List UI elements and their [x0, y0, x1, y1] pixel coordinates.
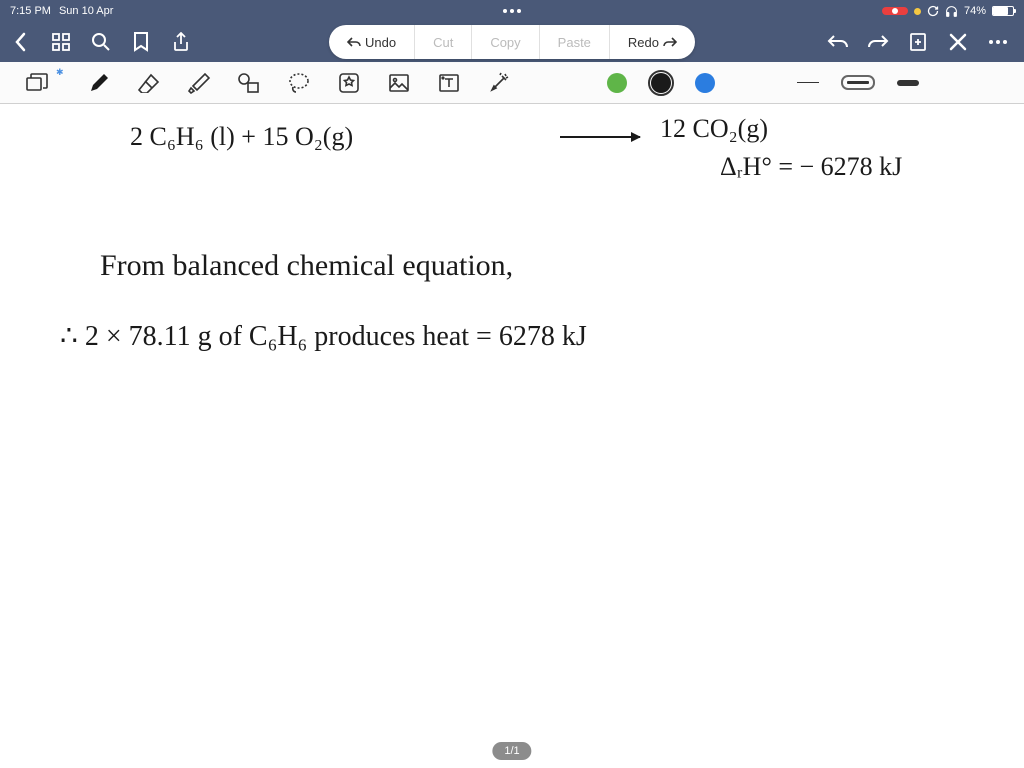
copy-label: Copy: [490, 35, 520, 50]
battery-percent: 74%: [964, 5, 986, 17]
status-left: 7:15 PM Sun 10 Apr: [10, 5, 113, 17]
new-page-icon[interactable]: [907, 31, 929, 53]
search-icon[interactable]: [90, 31, 112, 53]
redo-label: Redo: [628, 35, 659, 50]
status-right: 74%: [882, 5, 1014, 18]
color-blue[interactable]: [695, 73, 715, 93]
nav-bar: Undo Cut Copy Paste Redo: [0, 22, 1024, 62]
multitask-dots[interactable]: [503, 9, 521, 13]
cut-button[interactable]: Cut: [415, 25, 472, 59]
shapes-tool-icon[interactable]: [236, 70, 262, 96]
tool-row: ✱: [0, 62, 1024, 104]
color-black[interactable]: [651, 73, 671, 93]
equation-reactants: 2 C₆H₆ (l) + 15 O₂(g): [130, 122, 353, 152]
canvas[interactable]: 2 C₆H₆ (l) + 15 O₂(g) 12 CO₂(g) ΔᵣH° = −…: [0, 104, 1024, 768]
nav-right: [827, 31, 1009, 53]
equation-products: 12 CO₂(g): [660, 114, 768, 144]
sync-icon: [927, 5, 939, 17]
stroke-thick[interactable]: [895, 70, 921, 96]
edit-pill: Undo Cut Copy Paste Redo: [329, 25, 695, 59]
privacy-dot: [914, 8, 921, 15]
headphones-icon: [945, 5, 958, 18]
color-green[interactable]: [607, 73, 627, 93]
eraser-tool-icon[interactable]: [136, 70, 162, 96]
laser-tool-icon[interactable]: [486, 70, 512, 96]
image-tool-icon[interactable]: [386, 70, 412, 96]
layers-tool-icon[interactable]: [24, 70, 50, 96]
stroke-medium[interactable]: [845, 70, 871, 96]
copy-button[interactable]: Copy: [472, 25, 539, 59]
cut-label: Cut: [433, 35, 453, 50]
sticker-tool-icon[interactable]: [336, 70, 362, 96]
grid-icon[interactable]: [50, 31, 72, 53]
line-therefore: ∴ 2 × 78.11 g of C₆H₆ produces heat = 62…: [60, 319, 587, 353]
lasso-tool-icon[interactable]: [286, 70, 312, 96]
paste-button[interactable]: Paste: [540, 25, 610, 59]
undo-button[interactable]: Undo: [329, 25, 415, 59]
share-icon[interactable]: [170, 31, 192, 53]
redo-button[interactable]: Redo: [610, 25, 695, 59]
status-date: Sun 10 Apr: [59, 5, 113, 17]
delta-h: ΔᵣH° = − 6278 kJ: [720, 152, 902, 182]
line-from-balanced: From balanced chemical equation,: [100, 249, 513, 283]
bluetooth-badge: ✱: [56, 67, 64, 78]
text-tool-icon[interactable]: [436, 70, 462, 96]
reaction-arrow: [560, 136, 640, 138]
more-icon[interactable]: [987, 31, 1009, 53]
redo-nav-icon[interactable]: [867, 31, 889, 53]
bookmark-icon[interactable]: [130, 31, 152, 53]
undo-nav-icon[interactable]: [827, 31, 849, 53]
page-indicator: 1/1: [492, 742, 531, 760]
stroke-thin[interactable]: [795, 70, 821, 96]
highlighter-tool-icon[interactable]: [186, 70, 212, 96]
undo-label: Undo: [365, 35, 396, 50]
status-time: 7:15 PM: [10, 5, 51, 17]
status-bar: 7:15 PM Sun 10 Apr 74%: [0, 0, 1024, 22]
battery-icon: [992, 6, 1014, 16]
pen-tool-icon[interactable]: [86, 70, 112, 96]
paste-label: Paste: [558, 35, 591, 50]
recording-indicator[interactable]: [882, 7, 908, 15]
close-icon[interactable]: [947, 31, 969, 53]
back-button[interactable]: [10, 31, 32, 53]
